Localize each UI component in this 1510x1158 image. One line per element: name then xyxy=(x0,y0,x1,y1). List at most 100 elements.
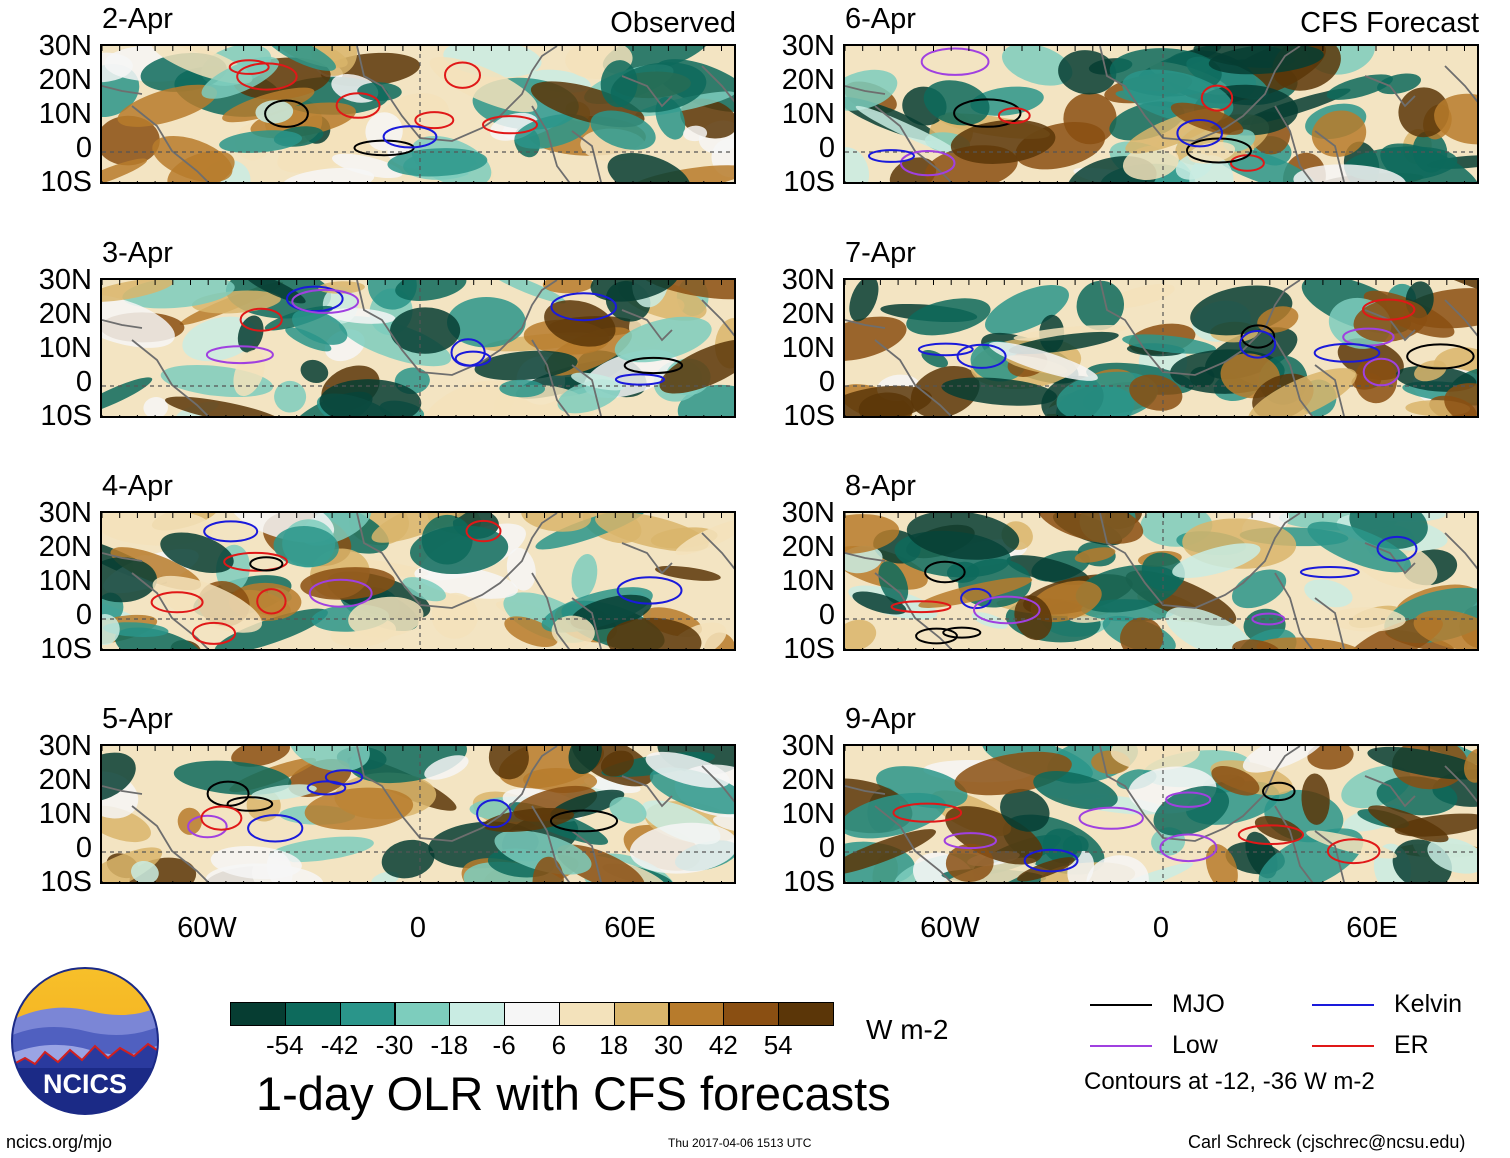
y-tick-10n: 10N xyxy=(38,98,92,130)
main-title: 1-day OLR with CFS forecasts xyxy=(256,1067,891,1120)
colorbar-cell xyxy=(449,1002,506,1026)
olr-anomaly-blob xyxy=(1248,368,1357,416)
olr-anomaly-blob xyxy=(583,776,641,794)
olr-anomaly-blob xyxy=(1311,110,1367,157)
panel-tag-observed: Observed xyxy=(610,7,736,39)
olr-anomaly-blob xyxy=(607,153,691,182)
olr-anomaly-blob xyxy=(1307,746,1354,770)
olr-anomaly-blob xyxy=(117,84,218,127)
olr-anomaly-blob xyxy=(114,627,205,649)
kelvin-contour xyxy=(1176,119,1224,148)
y-tick-0: 0 xyxy=(818,132,835,164)
olr-anomaly-blob xyxy=(590,110,656,150)
olr-anomaly-blob xyxy=(1120,617,1164,649)
x-tick-60e-left: 60E xyxy=(604,912,656,944)
olr-anomaly-blob xyxy=(1427,837,1477,874)
er-contour xyxy=(482,115,538,135)
olr-anomaly-blob xyxy=(926,857,1037,882)
olr-anomaly-blob xyxy=(1424,280,1477,302)
olr-anomaly-blob xyxy=(482,807,575,833)
y-tick-10s: 10S xyxy=(40,166,92,198)
olr-anomaly-blob xyxy=(499,379,546,398)
olr-anomaly-blob xyxy=(950,119,1056,164)
olr-anomaly-blob xyxy=(571,553,598,599)
olr-anomaly-blob xyxy=(201,56,280,99)
x-tick-0-left: 0 xyxy=(409,912,427,944)
olr-anomaly-blob xyxy=(629,822,734,874)
olr-anomaly-blob xyxy=(906,298,991,336)
y-tick-10s: 10S xyxy=(783,400,835,432)
olr-anomaly-blob xyxy=(1434,93,1477,145)
coastline xyxy=(102,513,734,649)
kelvin-contour xyxy=(616,576,683,605)
er-contour xyxy=(892,802,963,823)
olr-anomaly-blob xyxy=(402,577,446,602)
y-tick-30n: 30N xyxy=(781,264,835,296)
er-contour xyxy=(1326,838,1381,865)
legend-swatch-mjo xyxy=(1090,1004,1152,1006)
olr-anomaly-blob xyxy=(918,577,1033,608)
olr-anomaly-blob xyxy=(282,167,375,182)
er-contour xyxy=(414,111,455,130)
er-contour xyxy=(1200,84,1234,112)
olr-map-canvas xyxy=(845,46,1477,182)
olr-anomaly-blob xyxy=(1107,284,1175,309)
low-contour xyxy=(1159,833,1218,863)
olr-anomaly-blob xyxy=(855,105,963,157)
olr-anomaly-blob xyxy=(182,316,257,362)
er-contour xyxy=(465,519,502,543)
kelvin-contour xyxy=(286,285,344,313)
olr-anomaly-blob xyxy=(845,147,870,182)
olr-anomaly-blob xyxy=(243,280,306,304)
olr-map-9-apr xyxy=(843,744,1479,884)
y-tick-10s: 10S xyxy=(40,633,92,665)
er-contour xyxy=(1237,824,1304,845)
olr-anomaly-blob xyxy=(1076,280,1125,331)
kelvin-contour xyxy=(868,149,915,163)
olr-anomaly-blob xyxy=(923,80,990,126)
olr-anomaly-blob xyxy=(1129,374,1183,411)
y-tick-30n: 30N xyxy=(38,730,92,762)
olr-anomaly-blob xyxy=(1242,746,1326,773)
low-contour xyxy=(187,814,228,839)
y-tick-20n: 20N xyxy=(38,298,92,330)
olr-anomaly-blob xyxy=(1205,843,1238,882)
legend-swatch-er xyxy=(1312,1045,1374,1047)
er-contour xyxy=(256,588,287,615)
kelvin-contour xyxy=(614,373,666,386)
olr-anomaly-blob xyxy=(102,557,157,603)
colorbar-cell xyxy=(613,1002,670,1026)
colorbar-label: -30 xyxy=(375,1030,414,1060)
olr-anomaly-blob xyxy=(504,616,558,648)
olr-anomaly-blob xyxy=(102,805,151,843)
olr-anomaly-blob xyxy=(606,617,702,649)
ncics-logo: NCICS xyxy=(10,966,160,1116)
units-label: W m-2 xyxy=(866,1014,949,1045)
kelvin-contour xyxy=(247,814,304,843)
olr-anomaly-blob xyxy=(266,46,336,71)
er-contour xyxy=(890,600,952,614)
mjo-contour xyxy=(549,809,619,833)
footer-url[interactable]: ncics.org/mjo xyxy=(6,1132,113,1152)
olr-anomaly-blob xyxy=(1293,164,1407,182)
legend-swatch-low xyxy=(1090,1045,1152,1047)
olr-anomaly-blob xyxy=(387,148,488,177)
olr-anomaly-blob xyxy=(1172,543,1261,578)
er-contour xyxy=(191,621,237,645)
olr-anomaly-blob xyxy=(544,300,616,347)
olr-anomaly-blob xyxy=(675,518,734,556)
olr-anomaly-blob xyxy=(268,836,374,863)
olr-anomaly-blob xyxy=(1086,855,1149,882)
coastline xyxy=(845,46,1477,182)
olr-anomaly-blob xyxy=(219,130,303,153)
colorbar-label: -54 xyxy=(266,1030,304,1060)
olr-map-canvas xyxy=(845,280,1477,416)
olr-anomaly-blob xyxy=(424,755,469,780)
olr-map-canvas xyxy=(102,513,734,649)
y-tick-30n: 30N xyxy=(781,730,835,762)
olr-anomaly-blob xyxy=(1368,805,1449,843)
colorbar-label: 54 xyxy=(763,1030,793,1060)
kelvin-contour xyxy=(1023,848,1079,873)
y-tick-10n: 10N xyxy=(38,798,92,830)
mjo-contour xyxy=(1240,324,1276,349)
